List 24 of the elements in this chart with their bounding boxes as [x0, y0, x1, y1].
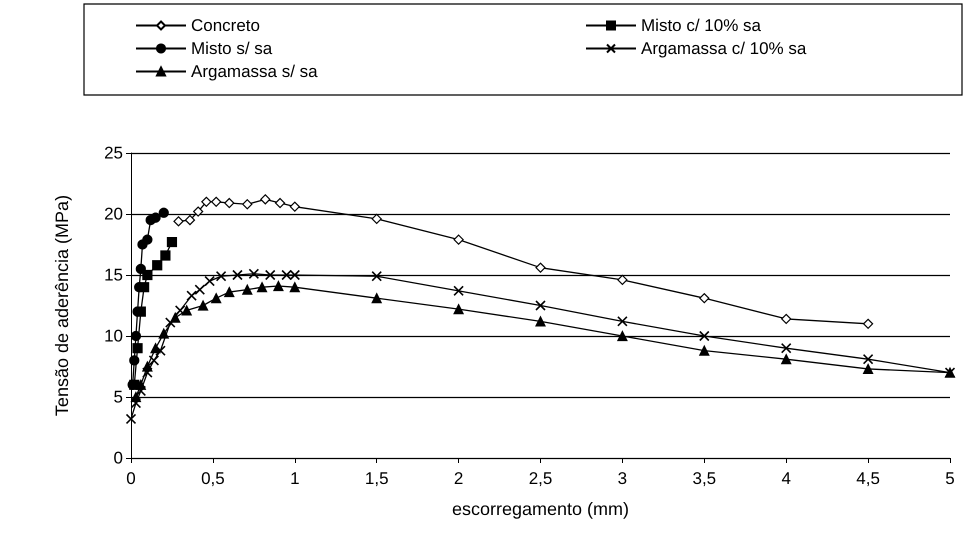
legend-label: Misto c/ 10% sa — [641, 16, 762, 35]
x-tick-label: 0 — [126, 469, 136, 488]
x-tick-label: 3,5 — [692, 469, 716, 488]
y-tick-label: 20 — [104, 204, 123, 224]
y-tick-label: 10 — [104, 326, 123, 346]
legend-label: Argamassa c/ 10% sa — [641, 39, 807, 58]
legend-label: Concreto — [191, 16, 260, 35]
x-tick-label: 4,5 — [856, 469, 880, 488]
y-tick-label: 5 — [114, 388, 123, 406]
y-tick-label: 0 — [114, 448, 123, 468]
legend-label: Misto s/ sa — [191, 39, 273, 58]
x-tick-label: 3 — [618, 469, 628, 488]
x-axis-title: escorregamento (mm) — [452, 499, 630, 519]
legend-label: Argamassa s/ sa — [191, 62, 318, 81]
x-tick-label: 2 — [454, 469, 464, 488]
x-tick-label: 0,5 — [201, 469, 225, 488]
y-axis-title: Tensão de aderência (MPa) — [52, 194, 72, 416]
y-tick-label: 15 — [104, 266, 123, 284]
x-tick-label: 1,5 — [364, 469, 389, 488]
x-tick-label: 1 — [290, 469, 300, 488]
x-tick-label: 4 — [781, 469, 791, 488]
x-tick-label: 2,5 — [528, 469, 552, 488]
x-tick-label: 5 — [945, 469, 955, 488]
y-tick-label: 25 — [104, 144, 123, 162]
